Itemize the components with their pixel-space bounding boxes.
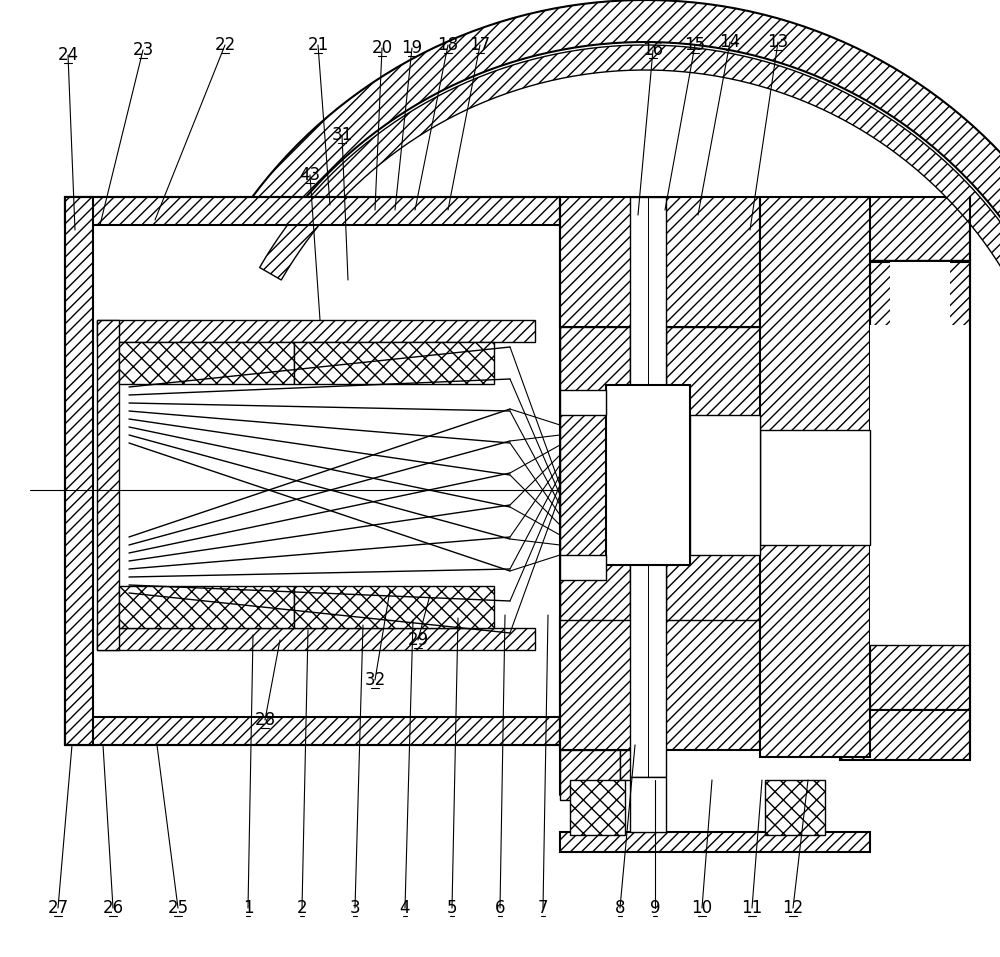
Text: 31: 31 xyxy=(331,126,353,144)
Polygon shape xyxy=(294,342,494,384)
Polygon shape xyxy=(560,750,620,800)
Polygon shape xyxy=(870,325,970,645)
Polygon shape xyxy=(890,262,950,327)
Polygon shape xyxy=(666,327,760,620)
Polygon shape xyxy=(870,260,970,710)
Text: 10: 10 xyxy=(691,899,713,917)
Text: 9: 9 xyxy=(650,899,660,917)
Polygon shape xyxy=(840,197,970,262)
Polygon shape xyxy=(630,197,666,777)
Text: 14: 14 xyxy=(719,33,741,51)
Polygon shape xyxy=(630,777,666,832)
Polygon shape xyxy=(620,750,655,780)
Text: 22: 22 xyxy=(214,36,236,54)
Polygon shape xyxy=(97,320,119,650)
Polygon shape xyxy=(97,628,535,650)
Text: 21: 21 xyxy=(307,36,329,54)
Text: 19: 19 xyxy=(401,39,423,57)
Text: 16: 16 xyxy=(642,41,664,59)
Polygon shape xyxy=(760,197,870,757)
Polygon shape xyxy=(840,710,970,760)
Polygon shape xyxy=(690,415,760,555)
Text: 28: 28 xyxy=(254,711,276,729)
Text: 7: 7 xyxy=(538,899,548,917)
Text: 43: 43 xyxy=(299,166,321,184)
Polygon shape xyxy=(560,620,760,750)
Text: 5: 5 xyxy=(447,899,457,917)
Text: 27: 27 xyxy=(47,899,69,917)
Text: 1: 1 xyxy=(243,899,253,917)
Text: 15: 15 xyxy=(684,36,706,54)
Polygon shape xyxy=(606,385,690,565)
Text: 13: 13 xyxy=(767,33,789,51)
Text: 24: 24 xyxy=(57,46,79,64)
Text: 32: 32 xyxy=(364,671,386,689)
Text: 26: 26 xyxy=(102,899,124,917)
Text: 17: 17 xyxy=(469,36,491,54)
Text: 6: 6 xyxy=(495,899,505,917)
Polygon shape xyxy=(560,197,760,327)
Polygon shape xyxy=(560,832,870,852)
Text: 29: 29 xyxy=(407,631,429,649)
Polygon shape xyxy=(560,390,606,415)
Text: 8: 8 xyxy=(615,899,625,917)
Text: 12: 12 xyxy=(782,899,804,917)
Text: 20: 20 xyxy=(371,39,393,57)
Polygon shape xyxy=(765,780,825,835)
Polygon shape xyxy=(97,320,535,342)
Polygon shape xyxy=(560,555,606,580)
Polygon shape xyxy=(260,45,1000,280)
Text: 18: 18 xyxy=(437,36,459,54)
Text: 2: 2 xyxy=(297,899,307,917)
Text: 3: 3 xyxy=(350,899,360,917)
Text: 25: 25 xyxy=(167,899,189,917)
Polygon shape xyxy=(119,342,294,384)
Polygon shape xyxy=(65,717,560,745)
Polygon shape xyxy=(65,197,560,225)
Text: 4: 4 xyxy=(400,899,410,917)
Polygon shape xyxy=(119,586,294,628)
Polygon shape xyxy=(93,225,560,717)
Text: 11: 11 xyxy=(741,899,763,917)
Polygon shape xyxy=(294,586,494,628)
Text: 23: 23 xyxy=(132,41,154,59)
Polygon shape xyxy=(65,197,93,745)
Polygon shape xyxy=(570,780,625,835)
Polygon shape xyxy=(560,327,630,620)
Polygon shape xyxy=(760,430,870,545)
Polygon shape xyxy=(201,0,1000,300)
